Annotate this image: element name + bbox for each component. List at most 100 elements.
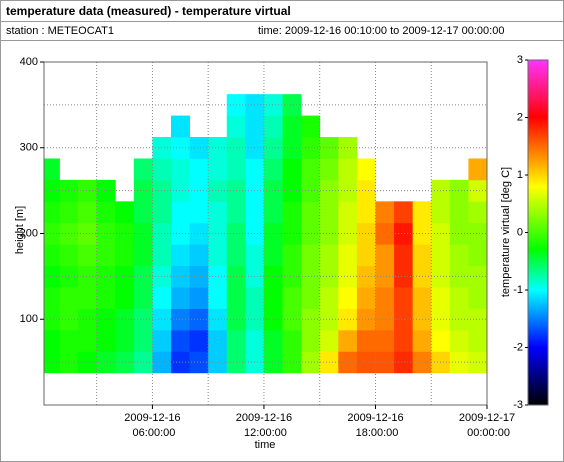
heat-cell bbox=[189, 351, 209, 374]
heat-cell bbox=[189, 244, 209, 267]
heat-cell bbox=[468, 244, 487, 267]
heat-cell bbox=[96, 287, 116, 309]
heat-cell bbox=[338, 329, 358, 352]
heat-cell bbox=[301, 244, 321, 267]
heat-cell bbox=[44, 308, 60, 331]
heat-cell bbox=[263, 265, 283, 288]
heat-cell bbox=[226, 329, 246, 352]
heat-cell bbox=[44, 287, 60, 309]
heat-cell bbox=[468, 308, 487, 331]
heat-cell bbox=[282, 201, 302, 224]
heat-cell bbox=[152, 287, 172, 309]
heat-cell bbox=[301, 329, 321, 352]
station: station : METEOCAT1 bbox=[6, 25, 114, 37]
heat-cell bbox=[189, 222, 209, 245]
colorbar bbox=[527, 59, 549, 406]
chart-title: temperature data (measured) - temperatur… bbox=[6, 4, 291, 18]
heat-cell bbox=[282, 265, 302, 288]
heat-cell bbox=[59, 329, 79, 352]
heat-cell bbox=[96, 201, 116, 224]
heat-cell bbox=[78, 329, 98, 352]
heat-cell bbox=[59, 287, 79, 309]
colorbar-label: temperature virtual [deg C] bbox=[500, 167, 512, 297]
heat-cell bbox=[171, 287, 191, 309]
heat-cell bbox=[356, 265, 376, 288]
y-tick-label: 200 bbox=[20, 227, 38, 239]
heat-cell bbox=[208, 179, 228, 202]
heat-cell bbox=[449, 329, 469, 352]
heat-cell bbox=[189, 308, 209, 331]
heat-cell bbox=[245, 158, 265, 181]
heat-cell bbox=[356, 329, 376, 352]
heat-cell bbox=[356, 351, 376, 374]
heat-cell bbox=[59, 244, 79, 267]
heat-cell bbox=[44, 179, 60, 202]
heat-cell bbox=[208, 329, 228, 352]
heat-cell bbox=[44, 329, 60, 352]
heat-cell bbox=[245, 201, 265, 224]
heat-cell bbox=[152, 201, 172, 224]
heat-cell bbox=[449, 244, 469, 267]
heat-cell bbox=[78, 222, 98, 245]
heat-cell bbox=[431, 329, 451, 352]
heat-cell bbox=[263, 179, 283, 202]
heat-cell bbox=[78, 308, 98, 331]
heat-cell bbox=[44, 244, 60, 267]
heat-cell bbox=[208, 222, 228, 245]
heat-cell bbox=[208, 287, 228, 309]
heat-cell bbox=[394, 287, 414, 309]
y-tick-label: 100 bbox=[20, 313, 38, 325]
heat-cell bbox=[375, 287, 395, 309]
heat-cell bbox=[263, 158, 283, 181]
heat-cell bbox=[319, 329, 339, 352]
heat-cell bbox=[375, 201, 395, 224]
heat-cell bbox=[189, 265, 209, 288]
y-tick-label: 400 bbox=[20, 56, 38, 68]
heat-cell bbox=[263, 94, 283, 116]
heat-cell bbox=[115, 201, 135, 224]
heat-cell bbox=[282, 308, 302, 331]
heat-cell bbox=[115, 308, 135, 331]
heat-cell bbox=[301, 287, 321, 309]
heat-cell bbox=[282, 158, 302, 181]
heat-cell bbox=[468, 265, 487, 288]
heat-cell bbox=[133, 158, 153, 181]
heat-cell bbox=[449, 287, 469, 309]
heat-cell bbox=[338, 244, 358, 267]
heat-cell bbox=[78, 351, 98, 374]
heat-cell bbox=[171, 265, 191, 288]
heat-cell bbox=[301, 137, 321, 159]
heat-cell bbox=[96, 244, 116, 267]
heat-cell bbox=[412, 329, 432, 352]
heat-cell bbox=[449, 201, 469, 224]
heat-cell bbox=[245, 244, 265, 267]
heat-cell bbox=[171, 351, 191, 374]
heat-cell bbox=[96, 222, 116, 245]
heat-cell bbox=[115, 351, 135, 374]
heat-cell bbox=[44, 158, 60, 181]
heatmap bbox=[44, 94, 487, 374]
heat-cell bbox=[115, 287, 135, 309]
heat-cell bbox=[96, 265, 116, 288]
heat-cell bbox=[44, 265, 60, 288]
x-tick-label: 2009-12-16 18:00:00 bbox=[347, 412, 403, 439]
heat-cell bbox=[319, 244, 339, 267]
heat-cell bbox=[394, 222, 414, 245]
heat-cell bbox=[171, 244, 191, 267]
y-axis-label: height [m] bbox=[14, 206, 26, 254]
heat-cell bbox=[44, 222, 60, 245]
heat-cell bbox=[319, 287, 339, 309]
heat-cell bbox=[78, 244, 98, 267]
heat-cell bbox=[375, 265, 395, 288]
heat-cell bbox=[282, 287, 302, 309]
heat-cell bbox=[301, 115, 321, 138]
heat-cell bbox=[171, 201, 191, 224]
colorbar-tick-label: -1 bbox=[513, 284, 523, 296]
heat-cell bbox=[189, 179, 209, 202]
heat-cell bbox=[263, 137, 283, 159]
heat-cell bbox=[263, 329, 283, 352]
heat-cell bbox=[449, 179, 469, 202]
heat-cell bbox=[78, 179, 98, 202]
heat-cell bbox=[338, 201, 358, 224]
heat-cell bbox=[59, 201, 79, 224]
